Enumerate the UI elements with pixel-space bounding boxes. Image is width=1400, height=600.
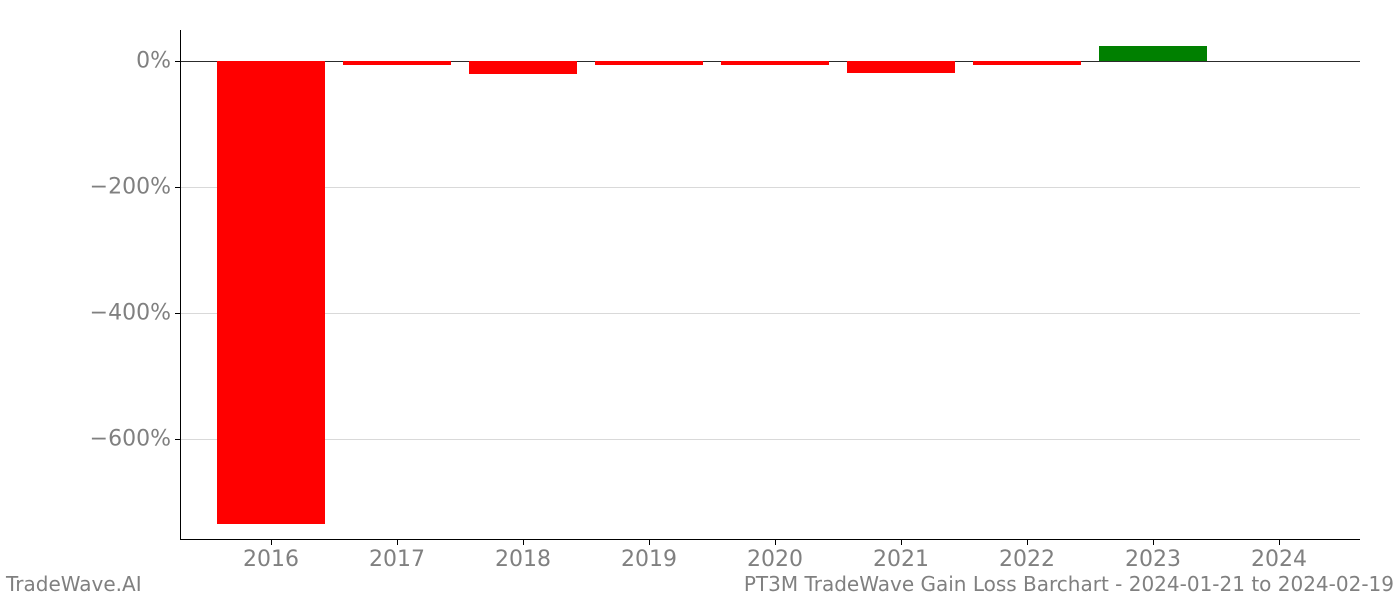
ytick-label: 0% — [136, 49, 181, 74]
gridline — [181, 439, 1360, 440]
xtick-label: 2018 — [495, 539, 551, 572]
bar — [217, 61, 325, 524]
gridline — [181, 313, 1360, 314]
xtick-label: 2022 — [999, 539, 1055, 572]
bar — [973, 61, 1081, 64]
ytick-label: −600% — [90, 427, 181, 452]
gain-loss-barchart: 0% −200% −400% −600% 2016 2017 2018 2019 2020 202… — [0, 0, 1400, 600]
bar — [847, 61, 955, 72]
xtick-label: 2017 — [369, 539, 425, 572]
bar — [595, 61, 703, 64]
bar — [343, 61, 451, 64]
ytick-label: −200% — [90, 175, 181, 200]
bar — [469, 61, 577, 74]
bar — [1099, 46, 1207, 62]
xtick-label: 2020 — [747, 539, 803, 572]
xtick-label: 2019 — [621, 539, 677, 572]
bar — [721, 61, 829, 65]
footer-caption: PT3M TradeWave Gain Loss Barchart - 2024… — [744, 572, 1394, 596]
xtick-label: 2024 — [1251, 539, 1307, 572]
footer-brand: TradeWave.AI — [6, 572, 142, 596]
ytick-label: −400% — [90, 301, 181, 326]
plot-area: 0%−200%−400%−600%20162017201820192020202… — [180, 30, 1360, 540]
xtick-label: 2023 — [1125, 539, 1181, 572]
xtick-label: 2016 — [243, 539, 299, 572]
xtick-label: 2021 — [873, 539, 929, 572]
gridline — [181, 187, 1360, 188]
